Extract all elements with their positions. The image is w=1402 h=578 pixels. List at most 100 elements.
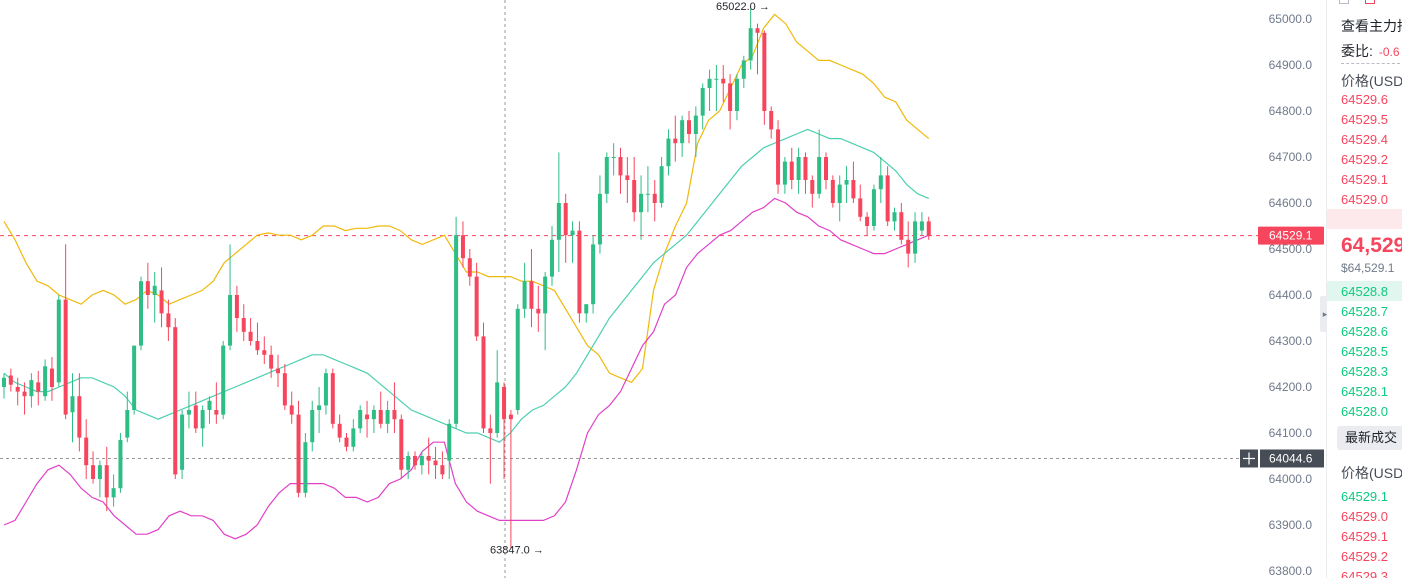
candle-body bbox=[481, 336, 486, 429]
candle-body bbox=[392, 410, 397, 420]
candle bbox=[228, 244, 233, 351]
candle-body bbox=[269, 354, 274, 369]
candle-body bbox=[330, 373, 335, 424]
trade-row[interactable]: 64529.0 bbox=[1341, 509, 1388, 524]
candle-body bbox=[207, 400, 212, 410]
candle-body bbox=[317, 405, 322, 410]
ask-row[interactable]: 64529.6 bbox=[1341, 92, 1388, 107]
candle bbox=[200, 405, 205, 447]
candle bbox=[255, 322, 260, 355]
y-tick-label: 64900.0 bbox=[1269, 58, 1313, 72]
candle-body bbox=[728, 83, 733, 111]
trade-row[interactable]: 64529.2 bbox=[1341, 549, 1388, 564]
candle bbox=[317, 387, 322, 433]
candle-body bbox=[584, 304, 589, 314]
ask-row[interactable]: 64529.4 bbox=[1341, 132, 1388, 147]
candle bbox=[111, 474, 116, 507]
candle bbox=[830, 175, 835, 208]
candle-body bbox=[824, 157, 828, 180]
trade-row[interactable]: 64529.3 bbox=[1341, 569, 1388, 578]
candle bbox=[837, 175, 842, 222]
candle bbox=[488, 414, 493, 484]
candle bbox=[844, 166, 849, 203]
candle-body bbox=[104, 465, 109, 498]
candle bbox=[803, 152, 808, 194]
candle-body bbox=[755, 28, 760, 33]
bid-row[interactable]: 64528.1 bbox=[1341, 384, 1388, 399]
candle-body bbox=[639, 193, 644, 213]
candle-body bbox=[180, 414, 185, 470]
bid-row[interactable]: 64528.5 bbox=[1341, 344, 1388, 359]
trade-row[interactable]: 64529.1 bbox=[1341, 529, 1388, 544]
candle bbox=[310, 400, 315, 452]
candle bbox=[378, 391, 383, 429]
candle bbox=[885, 166, 890, 226]
candle bbox=[522, 262, 527, 318]
candle-body bbox=[351, 428, 356, 447]
candle-body bbox=[776, 129, 781, 185]
y-tick-label: 64200.0 bbox=[1269, 380, 1313, 394]
candle-body bbox=[536, 308, 541, 314]
candle-body bbox=[358, 410, 363, 429]
ask-row[interactable]: 64529.5 bbox=[1341, 112, 1388, 127]
bid-row[interactable]: 64528.6 bbox=[1341, 324, 1388, 339]
bid-row[interactable]: 64528.7 bbox=[1341, 304, 1388, 319]
candle-body bbox=[29, 380, 34, 397]
candle-body bbox=[303, 442, 308, 493]
crosshair-tag-text: 64044.6 bbox=[1269, 451, 1313, 465]
candle-body bbox=[22, 391, 27, 397]
crosshair-tag-bg bbox=[1260, 449, 1324, 468]
candle bbox=[337, 414, 342, 443]
candle bbox=[15, 377, 20, 406]
candle bbox=[166, 299, 171, 341]
y-tick-label: 64000.0 bbox=[1269, 472, 1313, 486]
candle-body bbox=[344, 437, 349, 447]
candle-body bbox=[878, 175, 883, 190]
candle bbox=[186, 391, 191, 429]
ask-row[interactable]: 64529.0 bbox=[1341, 192, 1388, 207]
candle bbox=[282, 364, 287, 410]
candle bbox=[193, 391, 198, 433]
trade-row[interactable]: 64529.1 bbox=[1341, 489, 1388, 504]
candle bbox=[43, 359, 48, 401]
candle bbox=[858, 184, 863, 222]
candle-body bbox=[591, 244, 596, 305]
candle-body bbox=[221, 345, 226, 415]
layout-asks-icon[interactable] bbox=[1365, 0, 1375, 4]
candle-body bbox=[844, 180, 849, 185]
bid-row[interactable]: 64528.0 bbox=[1341, 404, 1388, 419]
candle bbox=[584, 304, 589, 323]
candle-body bbox=[152, 285, 157, 295]
candle-body bbox=[399, 419, 404, 470]
layout-both-icon[interactable] bbox=[1339, 0, 1349, 4]
y-tick-label: 64800.0 bbox=[1269, 104, 1313, 118]
candle bbox=[618, 147, 623, 194]
candle-body bbox=[125, 410, 130, 438]
candle-body bbox=[803, 157, 808, 180]
candle bbox=[118, 433, 123, 493]
candle-body bbox=[310, 410, 315, 443]
candlestick-chart[interactable]: 65000.0 64900.0 64800.0 64700.0 64600.0 64500… bbox=[0, 0, 1326, 578]
tab-latest-trades[interactable]: 最新成交 bbox=[1337, 426, 1402, 450]
candle bbox=[508, 410, 513, 548]
y-tick-label: 64400.0 bbox=[1269, 288, 1313, 302]
candle-body bbox=[659, 166, 664, 203]
chart-canvas[interactable]: 65000.0 64900.0 64800.0 64700.0 64600.0 64500… bbox=[0, 0, 1326, 578]
order-book-title[interactable]: 查看主力持 bbox=[1341, 18, 1402, 34]
bid-row[interactable]: 64528.8 bbox=[1341, 284, 1388, 299]
ask-row[interactable]: 64529.1 bbox=[1341, 172, 1388, 187]
ask-row[interactable]: 64529.2 bbox=[1341, 152, 1388, 167]
candle-body bbox=[837, 184, 842, 203]
candle-body bbox=[378, 410, 383, 424]
collapse-handle-icon[interactable]: ▸ bbox=[1320, 296, 1330, 332]
candle-body bbox=[769, 111, 774, 130]
candle bbox=[851, 161, 856, 203]
candle bbox=[70, 373, 75, 443]
candle bbox=[262, 336, 267, 364]
candle-body bbox=[36, 382, 41, 392]
candle bbox=[687, 111, 691, 144]
candle-body bbox=[611, 157, 616, 158]
bid-row[interactable]: 64528.3 bbox=[1341, 364, 1388, 379]
candle-body bbox=[851, 180, 856, 199]
candle-body bbox=[522, 281, 527, 309]
